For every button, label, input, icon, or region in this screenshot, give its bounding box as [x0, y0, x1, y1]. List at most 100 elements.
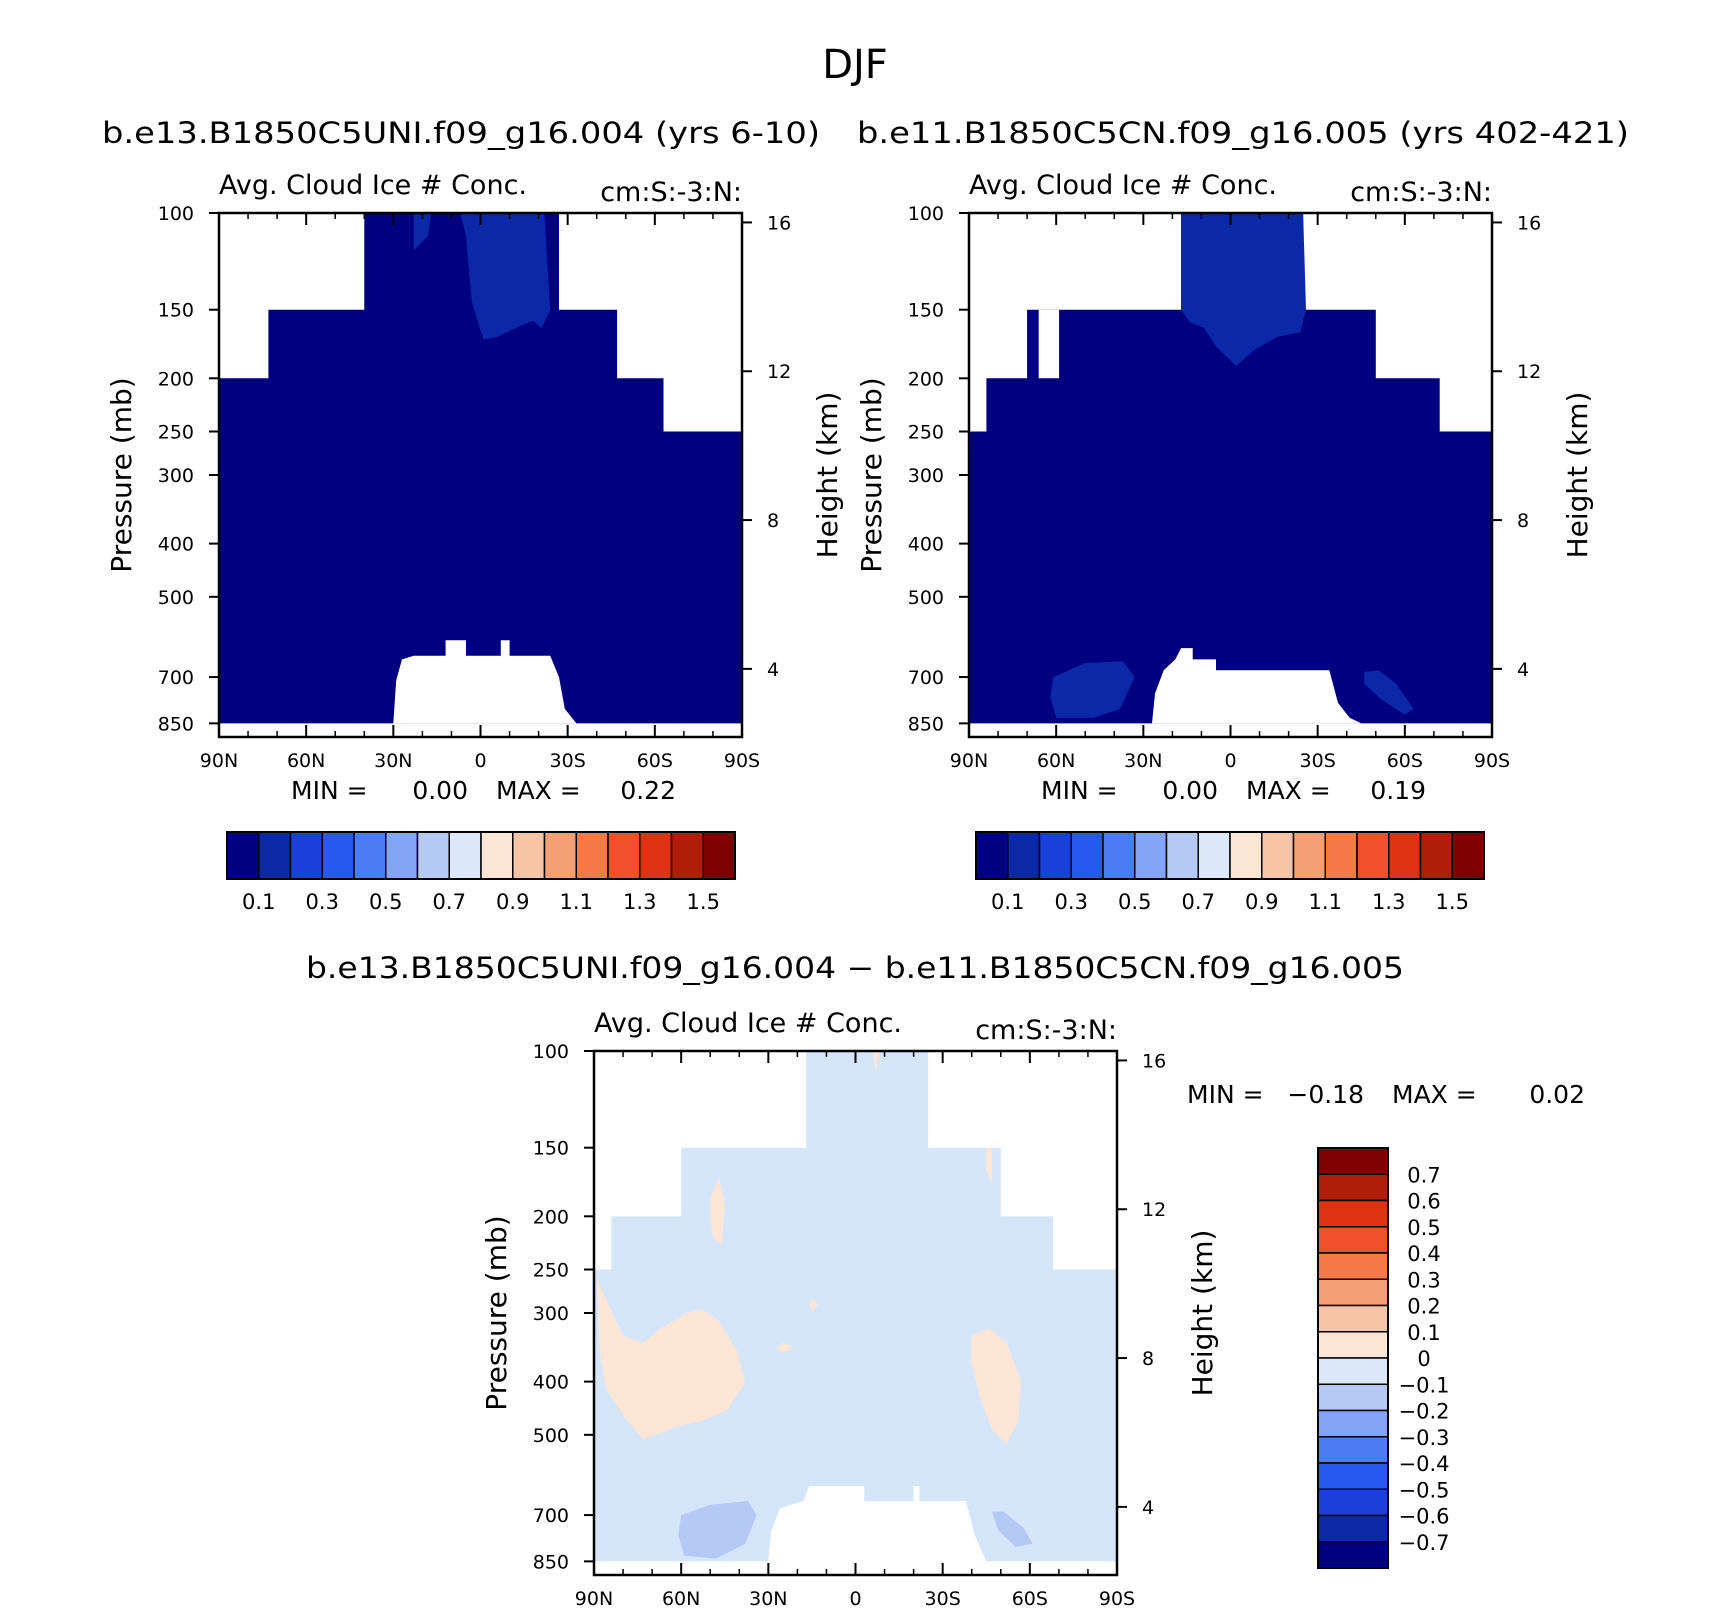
y-tick-label: 400	[158, 534, 194, 556]
colorbar-box	[1317, 1488, 1389, 1517]
colorbar-frame	[975, 831, 1485, 880]
colorbar-label: 1.1	[1309, 890, 1342, 914]
x-tick-label: 30N	[1124, 750, 1162, 772]
colorbar-box	[512, 831, 546, 880]
colorbar-box	[1134, 831, 1168, 880]
diff-region	[594, 1051, 1117, 1562]
max-label: MAX =	[496, 776, 581, 805]
y-axis-label: Pressure (mb)	[105, 377, 138, 572]
y-tick-label: 700	[908, 667, 944, 689]
cloud-ice-lower-nh	[1050, 661, 1135, 718]
y-tick-label: 300	[533, 1303, 569, 1325]
plot-area	[594, 1051, 1117, 1562]
colorbar-box	[1317, 1173, 1389, 1202]
colorbar-label: 0.6	[1407, 1190, 1440, 1214]
white-gap-strip	[1038, 309, 1060, 379]
plot-title-right: cm:S:-3:N:	[975, 1015, 1117, 1046]
x-tick-label: 0	[1224, 750, 1236, 772]
y-tick-label: 700	[533, 1505, 569, 1527]
y-tick-label: 150	[533, 1138, 569, 1160]
y-tick-label: 200	[908, 368, 944, 390]
max-label: MAX =	[1392, 1080, 1477, 1109]
y-tick-label: 100	[908, 203, 944, 225]
colorbar-label: 1.3	[1372, 890, 1405, 914]
y-right-tick-label: 8	[767, 510, 779, 532]
low-level-gap	[768, 1486, 987, 1562]
colorbar-box	[1102, 831, 1136, 880]
colorbar-box	[670, 831, 704, 880]
panel-a: 90N 60N 30N 0 30S 60S 90S 100 150 200 250 300 400 500…	[105, 170, 844, 914]
colorbar-box	[1317, 1304, 1389, 1333]
colorbar-box	[1292, 831, 1326, 880]
x-tick-label: 30N	[749, 1588, 787, 1610]
colorbar-box	[416, 831, 450, 880]
y-tick-label: 400	[908, 534, 944, 556]
diff-positive-upper-sh	[986, 1147, 993, 1185]
y-tick-label: 700	[158, 667, 194, 689]
colorbar-box	[639, 831, 673, 880]
min-max-stats: MIN = 0.00 MAX = 0.22	[291, 776, 676, 805]
colorbar-box	[1229, 831, 1263, 880]
colorbar-label: 0.4	[1407, 1242, 1440, 1266]
colorbar-box	[258, 831, 292, 880]
chart-panels: 90N 60N 30N 0 30S 60S 90S100150200250300400500…	[105, 170, 1594, 1610]
y-axis-label: Pressure (mb)	[855, 377, 888, 572]
colorbar-box	[1451, 831, 1485, 880]
min-value: 0.00	[412, 776, 468, 805]
colorbar-box	[607, 831, 641, 880]
colorbar-label: −0.7	[1399, 1531, 1450, 1555]
panel-diff: 90N 60N 30N 0 30S 60S 90S 100 150 200 250 300 400 500…	[480, 1008, 1585, 1610]
x-tick-label: 60N	[287, 750, 325, 772]
y-tick-label: 300	[158, 465, 194, 487]
x-tick-label: 90S	[1474, 750, 1510, 772]
colorbar-box	[1317, 1514, 1389, 1543]
plot-area	[219, 213, 742, 724]
diff-negative-nh	[678, 1501, 757, 1559]
y-tick-label: 200	[158, 368, 194, 390]
x-tick-label: 30S	[1300, 750, 1336, 772]
colorbar-box	[1317, 1436, 1389, 1464]
x-tick-label: 60N	[1037, 750, 1075, 772]
x-tick-label: 90N	[950, 750, 988, 772]
x-tick-label: 60N	[662, 1588, 700, 1610]
y-right-tick-label: 12	[1142, 1199, 1166, 1221]
x-tick-label: 30S	[925, 1588, 961, 1610]
diff-positive-upper-nh	[710, 1177, 725, 1245]
colorbar-box	[1317, 1541, 1389, 1569]
max-value: 0.02	[1529, 1080, 1585, 1109]
diff-positive-blob-2	[777, 1342, 792, 1352]
colorbar-label: 0.7	[433, 890, 466, 914]
colorbar-box	[1317, 1383, 1389, 1412]
figure-title: DJF	[822, 42, 888, 88]
min-label: MIN =	[291, 776, 368, 805]
diff-positive-sh	[971, 1328, 1022, 1445]
y-tick-label: 100	[158, 203, 194, 225]
panel-a-case-title: b.e13.B1850C5UNI.f09_g16.004 (yrs 6-10)	[102, 116, 820, 150]
colorbar-box	[1388, 831, 1422, 880]
colorbar-box	[1261, 831, 1295, 880]
y-tick-label: 200	[533, 1206, 569, 1228]
colorbar-label: 0.5	[1407, 1216, 1440, 1240]
colorbar-box	[1324, 831, 1358, 880]
diff-negative-sh	[992, 1511, 1033, 1547]
min-max-stats: MIN = −0.18 MAX = 0.02	[1187, 1080, 1585, 1109]
x-tick-label: 90N	[200, 750, 238, 772]
colorbar-box	[1419, 831, 1453, 880]
y-tick-label: 100	[533, 1041, 569, 1063]
colorbar-label: −0.4	[1399, 1452, 1450, 1476]
y-tick-label: 250	[158, 422, 194, 444]
colorbar-box	[448, 831, 482, 880]
colorbar-box	[1197, 831, 1231, 880]
colorbar-label: 1.5	[687, 890, 720, 914]
low-level-gap	[1152, 648, 1362, 724]
colorbar-box	[480, 831, 514, 880]
colorbar-box	[1317, 1462, 1389, 1490]
y-tick-label: 400	[533, 1372, 569, 1394]
y-right-tick-label: 4	[1517, 659, 1529, 681]
max-value: 0.19	[1370, 776, 1426, 805]
colorbar-box	[575, 831, 609, 880]
colorbar-label: 0.5	[369, 890, 402, 914]
y-tick-label: 300	[908, 465, 944, 487]
y-right-axis-label: Height (km)	[811, 392, 844, 559]
